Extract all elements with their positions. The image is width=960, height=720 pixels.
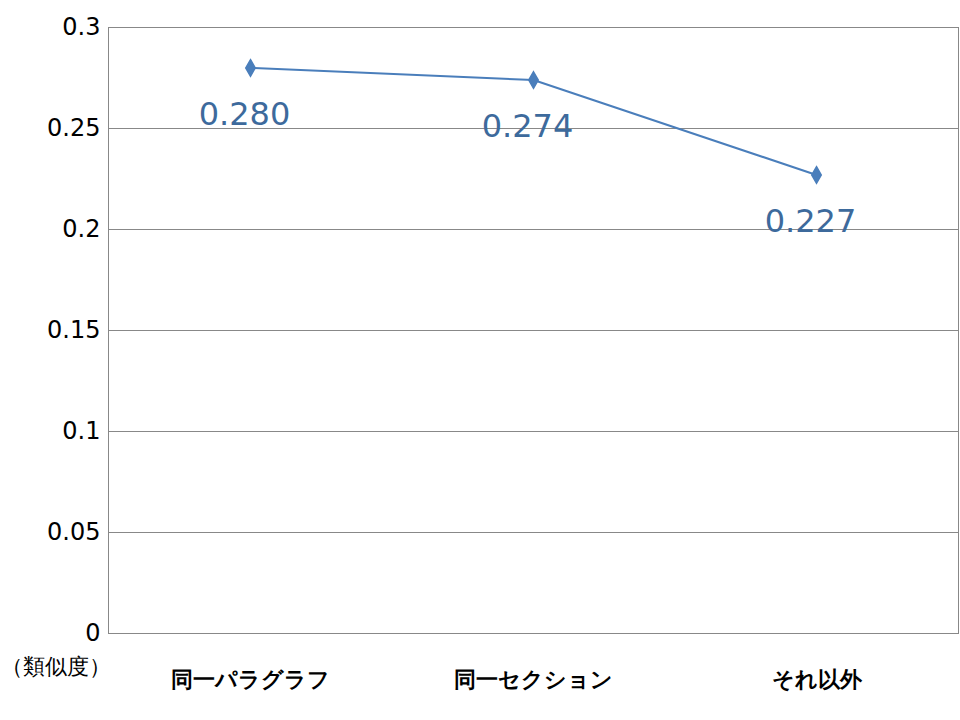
svg-text:0.227: 0.227 <box>765 202 857 240</box>
svg-text:0: 0 <box>85 619 100 647</box>
svg-text:0.274: 0.274 <box>482 107 574 145</box>
svg-text:0.3: 0.3 <box>62 13 100 41</box>
svg-text:0.2: 0.2 <box>62 215 100 243</box>
svg-text:同一パラグラフ: 同一パラグラフ <box>171 667 330 692</box>
svg-text:0.05: 0.05 <box>47 518 100 546</box>
svg-text:同一セクション: 同一セクション <box>454 667 613 692</box>
svg-text:0.1: 0.1 <box>62 417 100 445</box>
svg-text:0.280: 0.280 <box>199 95 291 133</box>
svg-text:それ以外: それ以外 <box>772 667 863 692</box>
svg-text:0.15: 0.15 <box>47 316 100 344</box>
svg-text:（類似度）: （類似度） <box>1 654 111 679</box>
svg-text:0.25: 0.25 <box>47 114 100 142</box>
